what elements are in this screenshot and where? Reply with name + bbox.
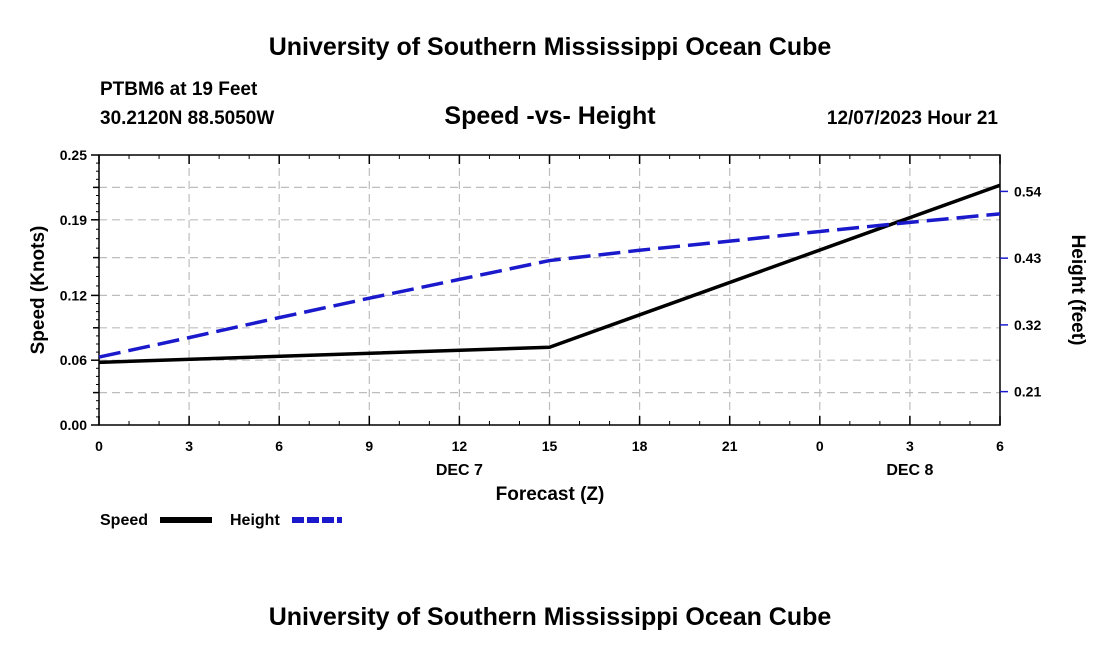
x-tick-label: 0: [95, 438, 103, 454]
y-tick-label: 0.19: [60, 212, 87, 228]
y2-tick-label: 0.21: [1014, 384, 1041, 400]
legend-label-speed: Speed: [100, 512, 148, 529]
y-tick-label: 0.12: [60, 287, 87, 303]
axis-ticks: [91, 154, 1008, 426]
y2-axis-title: Height (feet): [1067, 235, 1088, 346]
x-tick-label: 15: [542, 438, 558, 454]
series-line-speed: [98, 183, 1001, 365]
x-tick-label: 18: [632, 438, 648, 454]
y-tick-label: 0.06: [60, 352, 87, 368]
x-tick-label: 6: [275, 438, 283, 454]
x-axis-title: Forecast (Z): [496, 484, 605, 505]
x-tick-label: 3: [185, 438, 193, 454]
x-tick-label: 21: [722, 438, 738, 454]
y2-tick-label: 0.54: [1014, 183, 1041, 199]
x-tick-label: 6: [996, 438, 1004, 454]
grid: [99, 155, 1000, 425]
coords-label: 30.2120N 88.5050W: [100, 108, 274, 129]
x-tick-label: 12: [452, 438, 468, 454]
x-date-label: DEC 7: [436, 462, 483, 479]
series-line-height: [98, 212, 1001, 359]
series: [98, 183, 1001, 365]
x-tick-label: 9: [365, 438, 373, 454]
y-axis-title: Speed (Knots): [28, 226, 49, 355]
chart-title: Speed -vs- Height: [444, 102, 656, 130]
station-label: PTBM6 at 19 Feet: [100, 79, 258, 100]
x-date-label: DEC 8: [886, 462, 933, 479]
footer-title: University of Southern Mississippi Ocean…: [269, 603, 832, 631]
y-tick-label: 0.25: [60, 147, 87, 163]
x-tick-label: 3: [906, 438, 914, 454]
datetime-label: 12/07/2023 Hour 21: [827, 108, 999, 129]
y2-tick-label: 0.32: [1014, 317, 1041, 333]
legend: Speed Height: [100, 512, 342, 529]
x-tick-label: 0: [816, 438, 824, 454]
y2-tick-label: 0.43: [1014, 250, 1041, 266]
axis-tick-labels: 0 3 6 9 12 15 18 21 0 3 6 DEC 7 DEC 8 0.00 0.06 0.12 0.1…: [60, 147, 1042, 479]
page-title: University of Southern Mississippi Ocean…: [269, 33, 832, 61]
y-tick-label: 0.00: [60, 417, 87, 433]
legend-label-height: Height: [230, 512, 280, 529]
